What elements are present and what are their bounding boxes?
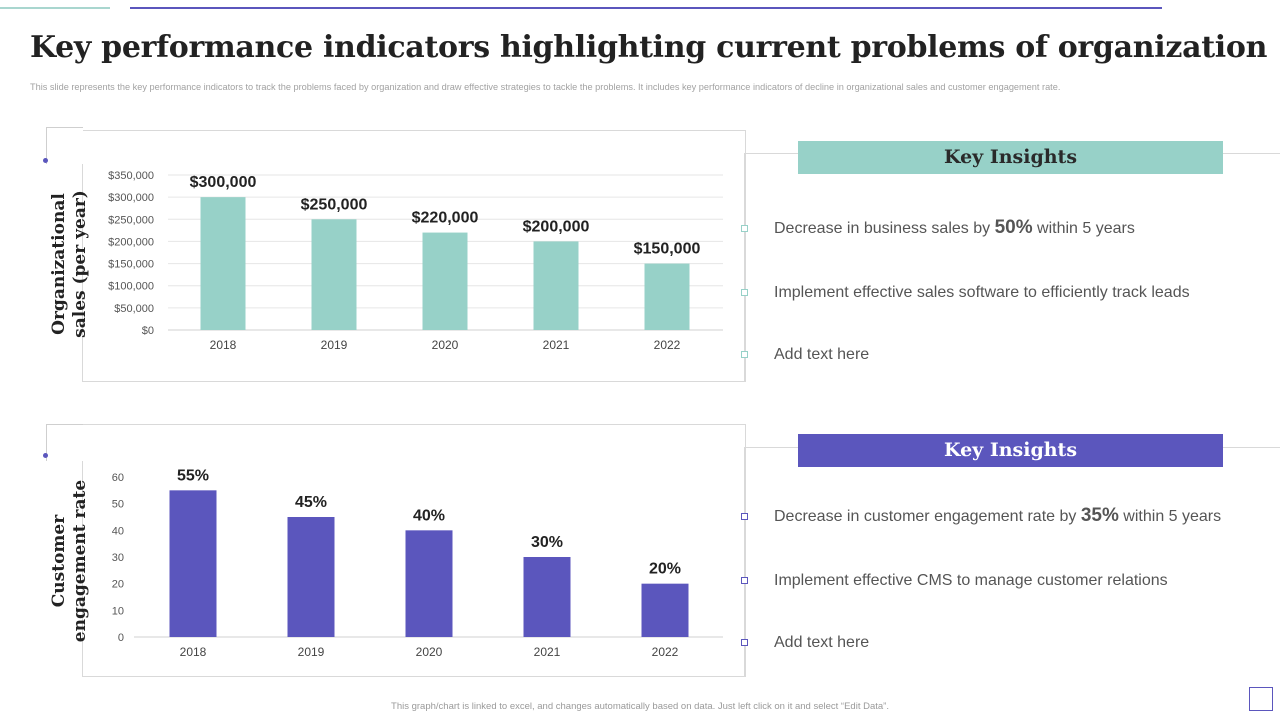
engagement-insights-header: Key Insights	[798, 434, 1223, 467]
engagement-y-tick-label: 0	[118, 632, 124, 644]
engagement-x-tick-label: 2020	[416, 645, 443, 659]
sales-x-tick-label: 2022	[654, 338, 681, 352]
insight-bullet	[741, 577, 748, 584]
sales-bar-2021	[533, 241, 579, 330]
engagement-data-label-2022: 20%	[649, 561, 681, 578]
engagement-data-label-2018: 55%	[177, 467, 209, 484]
engagement-x-tick-label: 2021	[534, 645, 561, 659]
sales-y-tick-label: $300,000	[108, 192, 154, 204]
insight-bullet	[741, 639, 748, 646]
sales-panel-corner	[46, 127, 83, 164]
sales-insight-1: Decrease in business sales by 50% within…	[774, 217, 1135, 238]
insight-bullet	[741, 513, 748, 520]
sales-x-tick-label: 2019	[321, 338, 348, 352]
insight-bullet	[741, 351, 748, 358]
sales-x-tick-label: 2020	[432, 338, 459, 352]
sales-panel-dot	[43, 158, 48, 163]
engagement-bar-2019	[287, 517, 335, 637]
sales-insights-header: Key Insights	[798, 141, 1223, 174]
sales-bar-2020	[422, 232, 468, 330]
sales-x-tick-label: 2018	[210, 338, 237, 352]
engagement-y-tick-label: 20	[112, 579, 124, 591]
engagement-insight-3: Add text here	[774, 634, 870, 651]
page-title: Key performance indicators highlighting …	[30, 30, 1268, 65]
engagement-data-label-2019: 45%	[295, 494, 327, 511]
insight-bullet	[741, 289, 748, 296]
sales-data-label-2019: $250,000	[301, 196, 368, 213]
engagement-insight-1: Decrease in customer engagement rate by …	[774, 505, 1222, 526]
page-subtitle: This slide represents the key performanc…	[30, 82, 1061, 92]
engagement-y-tick-label: 30	[112, 552, 124, 564]
sales-x-tick-label: 2021	[543, 338, 570, 352]
sales-y-tick-label: $250,000	[108, 214, 154, 226]
engagement-x-tick-label: 2018	[180, 645, 207, 659]
engagement-bar-2020	[405, 530, 453, 637]
sales-data-label-2021: $200,000	[523, 218, 590, 235]
engagement-insight-2: Implement effective CMS to manage custom…	[774, 572, 1168, 589]
sales-y-tick-label: $150,000	[108, 259, 154, 271]
engagement-data-label-2020: 40%	[413, 507, 445, 524]
insight-bullet	[741, 225, 748, 232]
sales-y-tick-label: $350,000	[108, 170, 154, 182]
engagement-y-tick-label: 50	[112, 499, 124, 511]
engagement-y-tick-label: 10	[112, 605, 124, 617]
engagement-bar-2022	[641, 583, 689, 637]
footer-note: This graph/chart is linked to excel, and…	[391, 701, 889, 712]
sales-chart-frame	[82, 130, 746, 382]
sales-bar-2022	[644, 263, 690, 330]
slide-corner-box	[1249, 687, 1273, 711]
top-accent-line-long	[130, 7, 1162, 9]
sales-data-label-2022: $150,000	[634, 241, 701, 258]
sales-insight-3: Add text here	[774, 346, 870, 363]
engagement-x-tick-label: 2019	[298, 645, 325, 659]
sales-y-tick-label: $100,000	[108, 281, 154, 293]
sales-bar-2018	[200, 197, 246, 330]
engagement-chart-frame	[82, 424, 746, 677]
engagement-bar-2021	[523, 557, 571, 637]
sales-data-label-2020: $220,000	[412, 210, 479, 227]
engagement-y-tick-label: 60	[112, 472, 124, 484]
engagement-panel-dot	[43, 453, 48, 458]
sales-y-tick-label: $0	[142, 325, 154, 337]
engagement-y-tick-label: 40	[112, 525, 124, 537]
top-accent-line	[0, 7, 110, 9]
engagement-data-label-2021: 30%	[531, 534, 563, 551]
engagement-x-tick-label: 2022	[652, 645, 679, 659]
engagement-panel-corner	[46, 424, 83, 461]
sales-y-tick-label: $50,000	[114, 303, 154, 315]
sales-insight-2: Implement effective sales software to ef…	[774, 284, 1190, 301]
sales-y-tick-label: $200,000	[108, 236, 154, 248]
sales-data-label-2018: $300,000	[190, 174, 257, 191]
engagement-bar-2018	[169, 490, 217, 637]
sales-bar-2019	[311, 219, 357, 330]
